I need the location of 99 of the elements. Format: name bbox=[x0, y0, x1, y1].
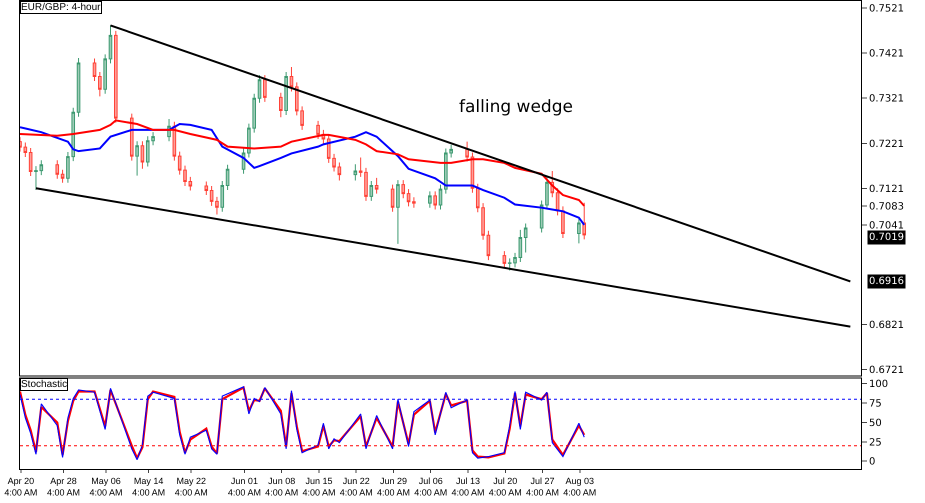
candlestick bbox=[226, 164, 230, 191]
candlestick bbox=[39, 160, 44, 176]
x-tick-label: Jun 01 4:00 AM bbox=[228, 476, 261, 498]
y-tick-label: 100 bbox=[869, 379, 888, 390]
candlestick bbox=[396, 180, 400, 244]
candlestick bbox=[449, 144, 453, 158]
candlestick bbox=[433, 190, 437, 210]
candlestick bbox=[502, 250, 506, 268]
x-tick-label: May 14 4:00 AM bbox=[132, 476, 166, 498]
x-tick-label: Aug 03 4:00 AM bbox=[563, 476, 596, 498]
text: 0.7019 bbox=[869, 232, 904, 243]
candlestick bbox=[103, 54, 107, 94]
candlestick bbox=[486, 230, 490, 261]
candlestick bbox=[370, 180, 374, 202]
candlestick bbox=[114, 30, 118, 124]
candlestick bbox=[354, 164, 358, 182]
candlestick bbox=[406, 188, 410, 207]
x-tick-label: Jul 20 4:00 AM bbox=[488, 476, 522, 498]
x-tick-label: Jun 29 4:00 AM bbox=[376, 476, 410, 498]
candlestick bbox=[178, 151, 182, 176]
candlestick bbox=[338, 162, 342, 182]
data-label: 0.6916 bbox=[869, 276, 904, 287]
candlestick bbox=[183, 165, 187, 186]
candlestick bbox=[577, 218, 581, 244]
candlestick bbox=[151, 132, 155, 146]
y-tick-label: 0.6821 bbox=[869, 320, 904, 331]
candlestick bbox=[204, 180, 208, 196]
x-tick-label: Apr 28 4:00 AM bbox=[46, 476, 80, 498]
candlestick bbox=[316, 120, 320, 140]
candlestick bbox=[279, 92, 283, 118]
candlestick bbox=[332, 153, 336, 172]
y-tick-label: 0.7421 bbox=[869, 48, 904, 60]
candlestick bbox=[210, 185, 214, 206]
x-tick-label: Jul 06 4:00 AM bbox=[414, 476, 448, 498]
candlestick bbox=[374, 177, 378, 194]
x-tick-label: Jun 22 4:00 AM bbox=[340, 476, 373, 498]
candlestick bbox=[55, 160, 60, 180]
candlestick bbox=[513, 252, 517, 268]
candlestick bbox=[92, 58, 96, 82]
y-tick-label: 50 bbox=[869, 418, 882, 429]
candlestick bbox=[24, 142, 28, 158]
candlestick bbox=[561, 206, 565, 238]
candlestick bbox=[390, 184, 394, 212]
candlestick bbox=[252, 93, 256, 134]
candlestick bbox=[263, 74, 267, 102]
y-tick-label: 75 bbox=[869, 398, 882, 410]
y-tick-label: 0.6721 bbox=[869, 365, 904, 376]
x-tick-label: Jun 08 4:00 AM bbox=[265, 476, 298, 498]
candlestick bbox=[188, 176, 192, 191]
annotation: falling wedge bbox=[459, 97, 573, 117]
line-series bbox=[20, 123, 586, 226]
x-tick-label: May 06 4:00 AM bbox=[90, 476, 123, 498]
line-series bbox=[20, 119, 586, 207]
candlestick bbox=[60, 169, 64, 184]
x-tick-label: Jul 27 4:00 AM bbox=[526, 476, 560, 498]
chart-title: EUR/GBP: 4-hour bbox=[21, 2, 102, 13]
candlestick bbox=[476, 183, 480, 213]
candlestick bbox=[294, 82, 299, 116]
candlestick bbox=[364, 167, 368, 202]
candlestick bbox=[401, 180, 406, 199]
candlestick bbox=[135, 140, 139, 176]
y-tick-label: 0.7321 bbox=[869, 94, 904, 105]
x-tick-label: May 22 4:00 AM bbox=[174, 476, 208, 498]
candlestick bbox=[290, 66, 294, 92]
y-tick-label: 0.7041 bbox=[869, 220, 904, 232]
candlestick bbox=[140, 140, 144, 170]
candlestick bbox=[428, 190, 432, 208]
candlestick bbox=[258, 74, 262, 104]
candlestick bbox=[220, 180, 224, 212]
candlestick bbox=[300, 106, 304, 130]
y-tick-label: 0.7221 bbox=[869, 138, 904, 150]
candlestick bbox=[28, 147, 32, 177]
candlestick bbox=[540, 200, 544, 234]
x-tick-label: Apr 20 4:00 AM bbox=[4, 476, 38, 498]
candlestick bbox=[146, 136, 150, 168]
y-tick-label: 0.7121 bbox=[869, 184, 904, 196]
candlestick bbox=[438, 184, 442, 210]
y-tick-label: 0 bbox=[869, 456, 876, 468]
candlestick bbox=[518, 229, 522, 262]
candlestick bbox=[215, 196, 219, 215]
y-tick-label: 25 bbox=[869, 437, 882, 448]
x-tick-label: Jul 13 4:00 AM bbox=[451, 476, 485, 498]
candlestick bbox=[582, 202, 586, 240]
candlestick bbox=[284, 72, 288, 116]
candlestick bbox=[524, 223, 528, 253]
candlestick bbox=[34, 166, 38, 191]
x-tick-label: Jun 15 4:00 AM bbox=[302, 476, 336, 498]
candlestick bbox=[247, 123, 251, 158]
y-tick-label: 0.7521 bbox=[869, 3, 904, 14]
y-tick-label: 0.7083 bbox=[869, 201, 904, 212]
candlestick bbox=[66, 152, 70, 184]
candlestick bbox=[358, 156, 362, 178]
candlestick bbox=[76, 57, 80, 118]
candlestick bbox=[545, 176, 549, 210]
candlestick bbox=[108, 24, 112, 64]
candlestick bbox=[481, 202, 485, 240]
candlestick bbox=[98, 72, 102, 97]
candlestick bbox=[412, 196, 416, 208]
chart-title: Stochastic bbox=[21, 379, 68, 390]
